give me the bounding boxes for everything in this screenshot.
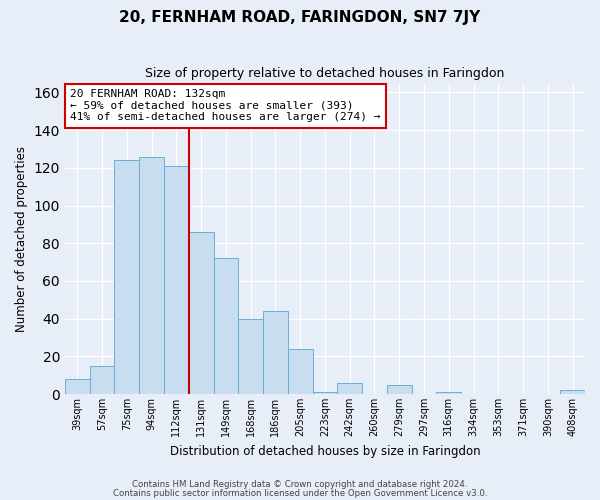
Bar — [214, 258, 238, 394]
Bar — [139, 156, 164, 394]
Bar — [189, 232, 214, 394]
Bar — [164, 166, 189, 394]
X-axis label: Distribution of detached houses by size in Faringdon: Distribution of detached houses by size … — [170, 444, 480, 458]
Bar — [89, 366, 115, 394]
Bar — [313, 392, 337, 394]
Bar — [436, 392, 461, 394]
Y-axis label: Number of detached properties: Number of detached properties — [15, 146, 28, 332]
Bar — [115, 160, 139, 394]
Text: 20 FERNHAM ROAD: 132sqm
← 59% of detached houses are smaller (393)
41% of semi-d: 20 FERNHAM ROAD: 132sqm ← 59% of detache… — [70, 90, 380, 122]
Bar — [263, 311, 288, 394]
Bar — [65, 379, 89, 394]
Text: Contains public sector information licensed under the Open Government Licence v3: Contains public sector information licen… — [113, 488, 487, 498]
Text: 20, FERNHAM ROAD, FARINGDON, SN7 7JY: 20, FERNHAM ROAD, FARINGDON, SN7 7JY — [119, 10, 481, 25]
Bar — [387, 384, 412, 394]
Bar — [337, 382, 362, 394]
Bar — [288, 349, 313, 394]
Bar — [238, 318, 263, 394]
Title: Size of property relative to detached houses in Faringdon: Size of property relative to detached ho… — [145, 68, 505, 80]
Bar — [560, 390, 585, 394]
Text: Contains HM Land Registry data © Crown copyright and database right 2024.: Contains HM Land Registry data © Crown c… — [132, 480, 468, 489]
